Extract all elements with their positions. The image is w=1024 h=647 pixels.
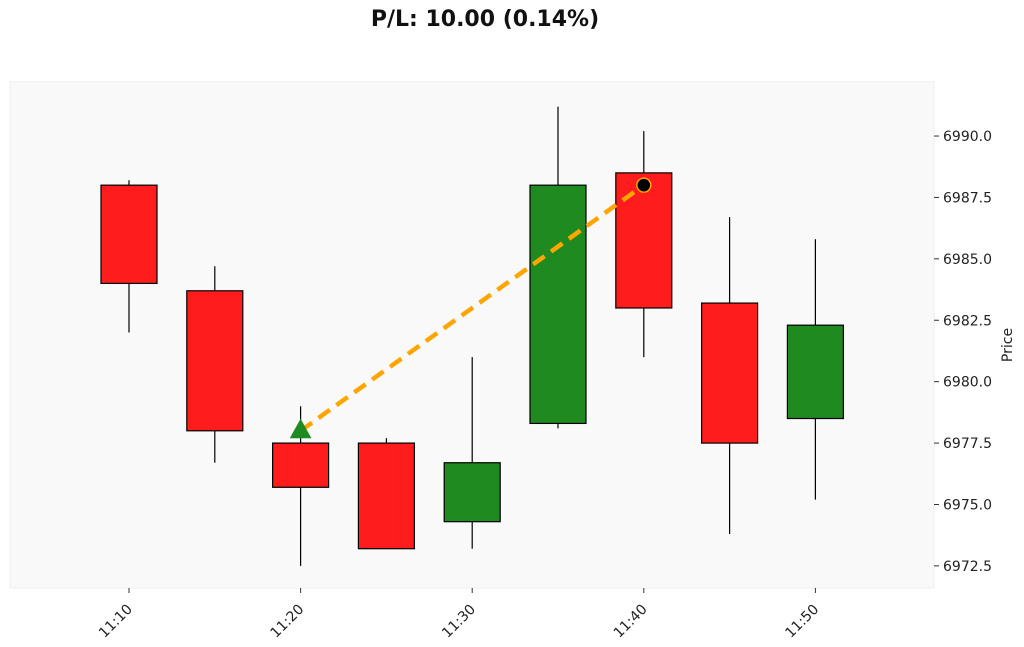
trade-line bbox=[299, 183, 646, 433]
y-tick-label: 6982.5 bbox=[943, 313, 992, 329]
y-axis-title: Price bbox=[1000, 328, 1016, 362]
candle-body-down bbox=[615, 172, 673, 309]
x-tick-label: 11:10 bbox=[96, 602, 136, 642]
chart-title: P/L: 10.00 (0.14%) bbox=[370, 7, 600, 32]
y-tick-label: 6977.5 bbox=[943, 436, 992, 452]
exit-marker bbox=[636, 177, 652, 193]
x-tick-label: 11:20 bbox=[268, 602, 308, 642]
candle-body-down bbox=[357, 442, 415, 550]
y-tick-label: 6985.0 bbox=[943, 252, 992, 268]
candle-body-down bbox=[700, 302, 759, 444]
x-tick-label: 11:30 bbox=[439, 602, 479, 642]
candle-body-up bbox=[443, 462, 501, 523]
y-tick-label: 6987.5 bbox=[943, 190, 992, 206]
candle-body-up bbox=[786, 324, 845, 420]
candle-body-up bbox=[529, 184, 587, 425]
candle-body-down bbox=[100, 184, 158, 285]
entry-marker bbox=[289, 418, 312, 439]
candle-body-down bbox=[186, 290, 244, 432]
candle-body-down bbox=[272, 442, 330, 488]
y-tick-label: 6975.0 bbox=[943, 497, 992, 513]
y-tick-label: 6990.0 bbox=[943, 129, 992, 145]
y-tick-label: 6980.0 bbox=[943, 375, 992, 391]
x-tick-label: 11:40 bbox=[611, 602, 651, 642]
y-tick-label: 6972.5 bbox=[943, 559, 992, 575]
x-tick-label: 11:50 bbox=[782, 602, 822, 642]
